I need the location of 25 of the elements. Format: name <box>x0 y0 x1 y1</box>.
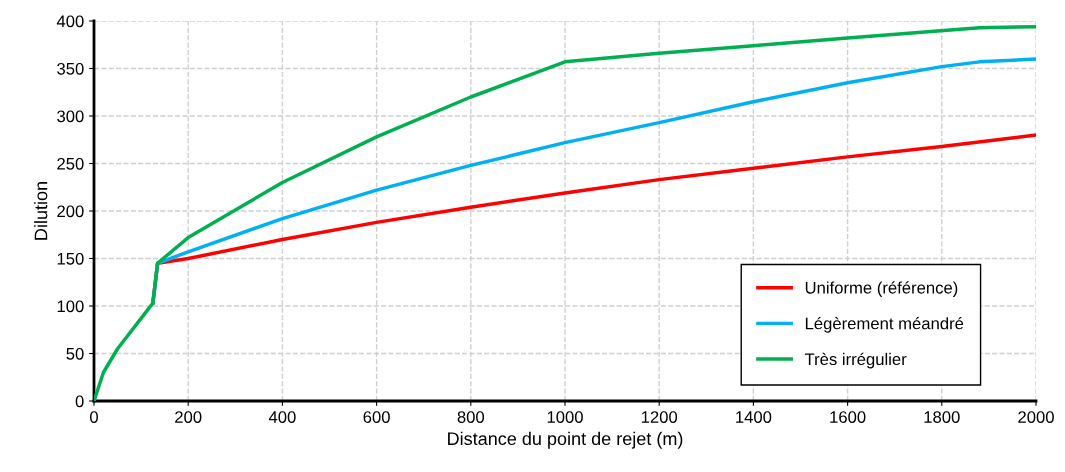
legend-label: Très irrégulier <box>804 352 907 369</box>
y-axis-title: Dilution <box>34 182 48 240</box>
x-tick-label: 1600 <box>830 411 866 423</box>
x-tick-label: 2000 <box>1018 411 1054 423</box>
y-tick-label: 300 <box>57 110 84 123</box>
x-tick-label: 1800 <box>924 411 960 423</box>
y-tick-label: 400 <box>56 15 84 28</box>
y-tick-label: 0 <box>75 395 84 408</box>
x-tick-label: 400 <box>268 411 296 423</box>
x-tick-label: 1400 <box>736 411 772 423</box>
x-tick-label: 1200 <box>641 411 678 423</box>
x-tick-label: 600 <box>363 411 390 423</box>
x-tick-label: 0 <box>90 411 98 423</box>
y-tick-label: 50 <box>66 347 84 360</box>
legend-label: Uniforme (référence) <box>805 281 958 297</box>
y-tick-label: 250 <box>57 157 84 170</box>
x-tick-label: 200 <box>175 411 202 423</box>
y-tick-label: 150 <box>57 252 84 265</box>
y-tick-label: 350 <box>57 62 84 75</box>
x-axis-title: Distance du point de rejet (m) <box>448 431 683 449</box>
y-tick-label: 200 <box>57 205 84 218</box>
y-tick-label: 100 <box>57 300 84 313</box>
x-tick-label: 800 <box>457 411 485 423</box>
legend-label: Légèrement méandré <box>805 316 964 333</box>
x-tick-label: 1000 <box>547 411 583 423</box>
